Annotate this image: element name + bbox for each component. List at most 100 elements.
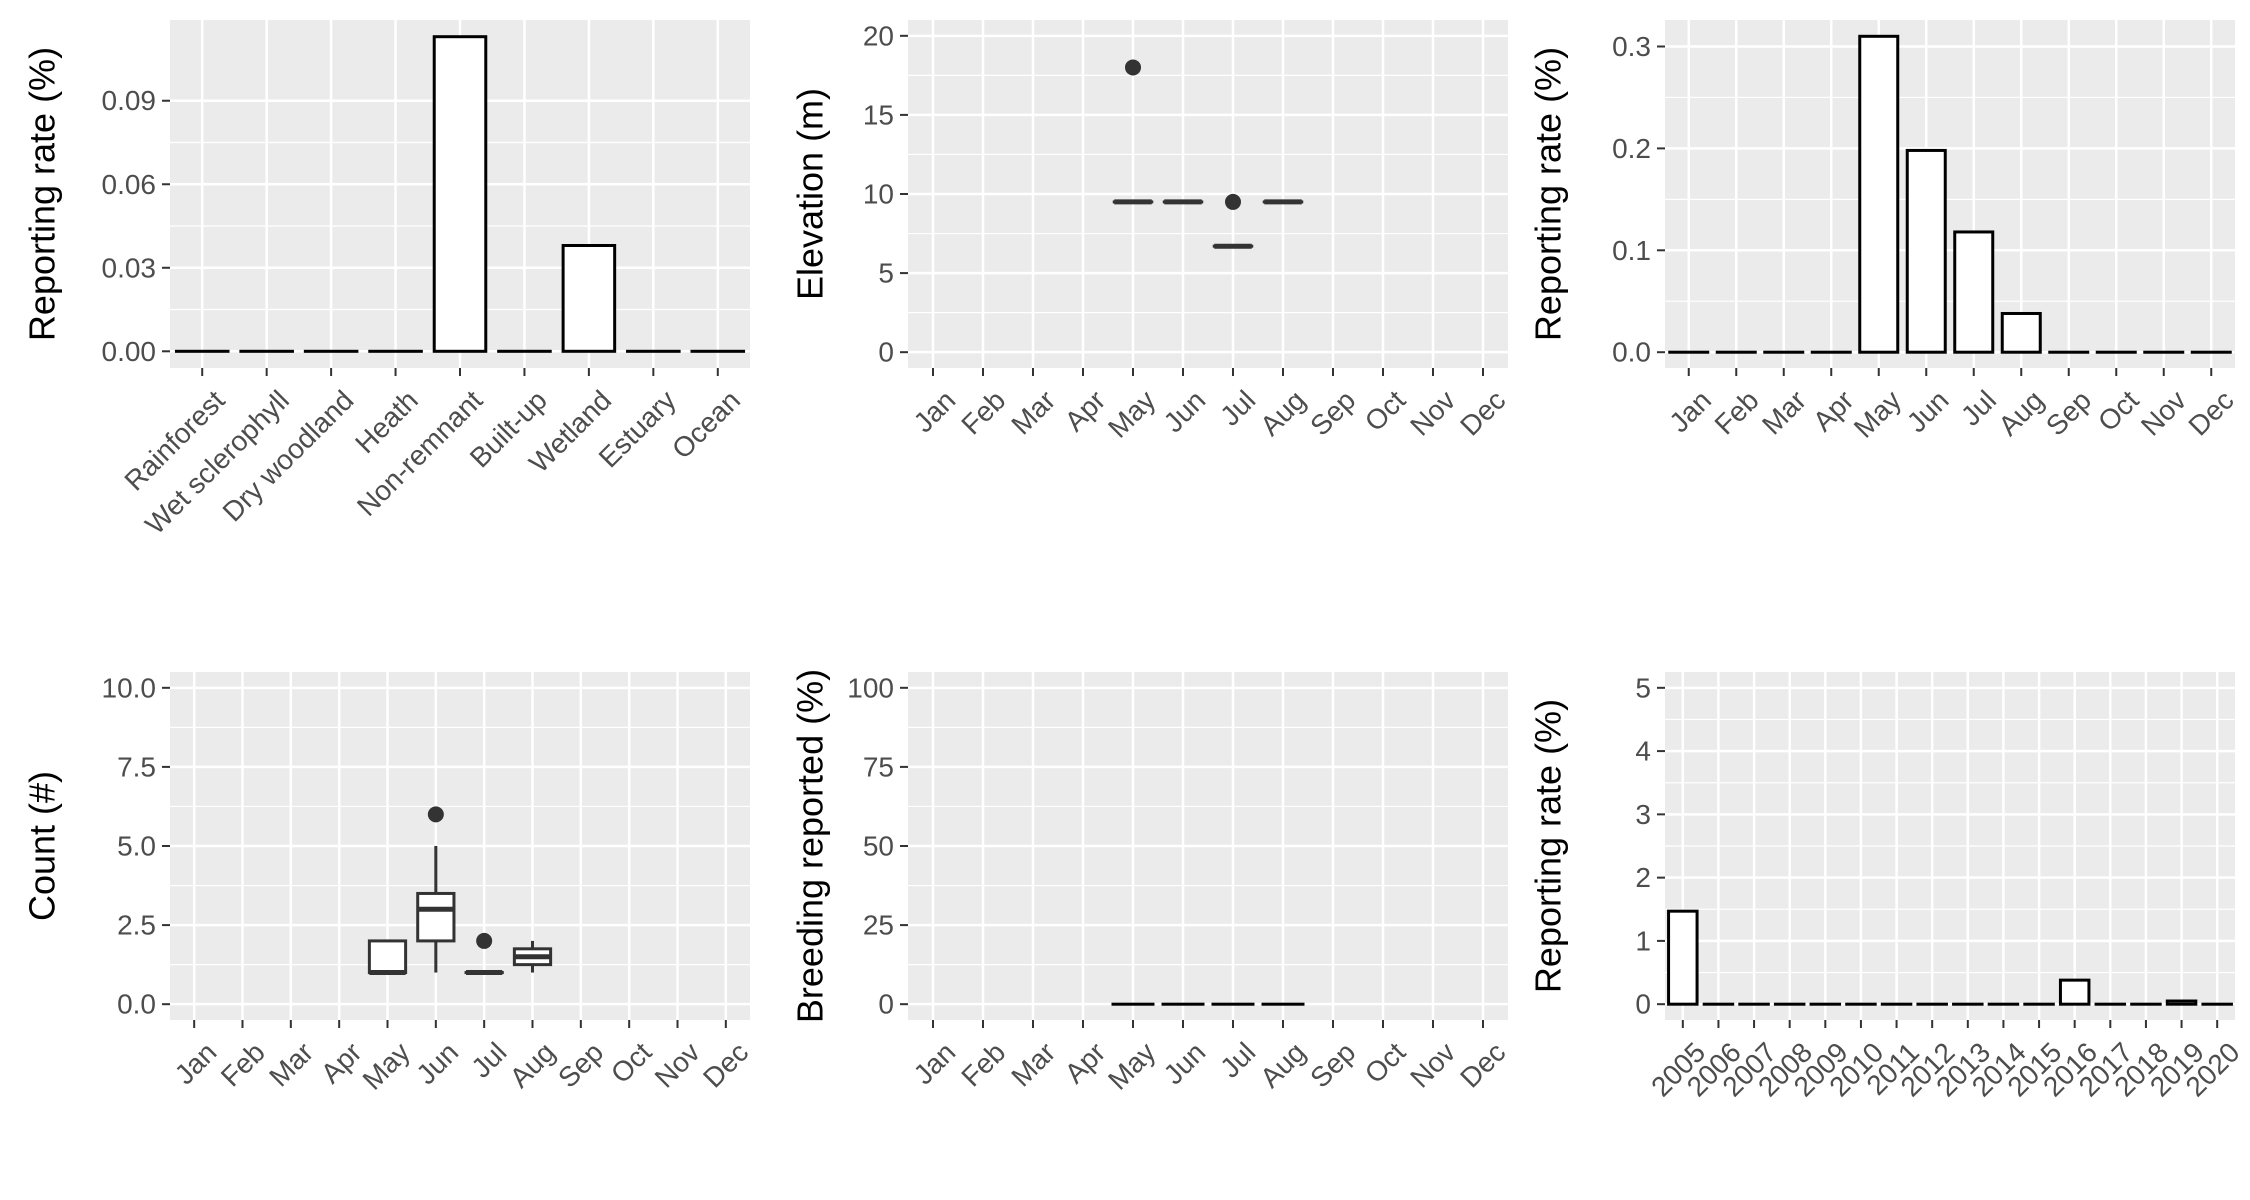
y-tick-label: 3 <box>1635 799 1651 830</box>
y-tick-label: 0.1 <box>1612 235 1651 266</box>
x-tick-label: Jul <box>1955 384 2002 431</box>
bar <box>2058 978 2091 1006</box>
y-tick-label: 7.5 <box>117 751 156 782</box>
x-tick-label: Nov <box>2135 384 2192 441</box>
x-tick-label: Jun <box>410 1036 464 1090</box>
x-tick-label: Feb <box>1709 384 1765 440</box>
x-tick-label: Feb <box>955 384 1011 440</box>
y-tick-label: 2.5 <box>117 910 156 941</box>
bar <box>432 35 488 353</box>
x-tick-label: Jun <box>1901 384 1955 438</box>
y-tick-label: 4 <box>1635 736 1651 767</box>
x-tick-label: Nov <box>1404 1036 1461 1093</box>
y-tick-label: 0.0 <box>117 989 156 1020</box>
x-tick-label: Aug <box>1254 1036 1311 1093</box>
x-tick-label: Aug <box>1992 384 2049 441</box>
x-tick-label: Oct <box>2092 384 2145 437</box>
y-tick-label: 0.2 <box>1612 133 1651 164</box>
y-tick-label: 25 <box>863 910 894 941</box>
y-tick-label: 0.06 <box>102 169 157 200</box>
y-axis-title: Reporting rate (%) <box>1528 47 1569 341</box>
box <box>416 891 456 943</box>
x-tick-label: Sep <box>1304 384 1361 441</box>
x-tick-label: Jul <box>1214 384 1261 431</box>
x-tick-label: Oct <box>605 1036 658 1089</box>
y-tick-label: 0.00 <box>102 336 157 367</box>
x-tick-label: Aug <box>1254 384 1311 441</box>
x-tick-label: Mar <box>1005 384 1061 440</box>
y-tick-label: 20 <box>863 20 894 51</box>
x-tick-label: Jul <box>1214 1036 1261 1083</box>
y-tick-label: 0.09 <box>102 85 157 116</box>
x-tick-label: Apr <box>1059 384 1112 437</box>
x-tick-label: May <box>1102 384 1161 443</box>
bar <box>2000 311 2042 354</box>
bar <box>1667 909 1699 1006</box>
y-tick-label: 10 <box>863 179 894 210</box>
y-axis-title: Count (#) <box>22 771 63 921</box>
outlier-point <box>427 806 444 823</box>
y-tick-label: 0 <box>1635 989 1651 1020</box>
x-tick-label: Jan <box>908 384 962 438</box>
y-tick-label: 0.3 <box>1612 31 1651 62</box>
x-tick-label: Feb <box>215 1036 271 1092</box>
x-tick-label: Dec <box>1454 384 1511 441</box>
y-axis-title: Reporting rate (%) <box>1528 699 1569 993</box>
x-tick-label: Oct <box>1359 1036 1412 1089</box>
y-tick-label: 5 <box>878 258 894 289</box>
x-tick-label: Jan <box>1663 384 1717 438</box>
box <box>367 939 408 975</box>
x-tick-label: May <box>357 1036 416 1095</box>
x-tick-label: Nov <box>1404 384 1461 441</box>
x-tick-label: May <box>1102 1036 1161 1095</box>
x-tick-label: Apr <box>1059 1036 1112 1089</box>
x-tick-label: Jun <box>1158 384 1212 438</box>
y-tick-label: 5 <box>1635 672 1651 703</box>
x-tick-label: Dec <box>1454 1036 1511 1093</box>
y-tick-label: 0.03 <box>102 252 157 283</box>
x-tick-label: May <box>1848 384 1907 443</box>
x-tick-label: Sep <box>2040 384 2097 441</box>
bar <box>1858 34 1900 354</box>
x-tick-label: Aug <box>504 1036 561 1093</box>
outlier-point <box>476 932 493 949</box>
y-tick-label: 1 <box>1635 925 1651 956</box>
x-tick-label: Jun <box>1158 1036 1212 1090</box>
x-tick-label: Dec <box>697 1036 754 1093</box>
x-tick-label: Sep <box>1304 1036 1361 1093</box>
x-tick-label: Apr <box>315 1036 368 1089</box>
panel-reporting-rate-by-year: 0123452005200620072008200920102011201220… <box>1528 672 2246 1102</box>
x-tick-label: Oct <box>1359 384 1412 437</box>
y-tick-label: 0.0 <box>1612 337 1651 368</box>
plot-background <box>1665 20 2235 368</box>
x-tick-label: Mar <box>263 1036 319 1092</box>
x-tick-label: Jan <box>908 1036 962 1090</box>
y-axis-title: Reporting rate (%) <box>22 47 63 341</box>
outlier-point <box>1225 193 1241 210</box>
y-tick-label: 0 <box>878 989 894 1020</box>
bar <box>2165 999 2198 1006</box>
bar <box>561 244 617 353</box>
y-tick-label: 100 <box>847 672 894 703</box>
x-tick-label: Jul <box>465 1036 512 1083</box>
y-tick-label: 10.0 <box>102 672 157 703</box>
y-axis-title: Breeding reported (%) <box>790 669 831 1023</box>
y-tick-label: 0 <box>878 337 894 368</box>
x-tick-label: Dec <box>2183 384 2240 441</box>
y-axis-title: Elevation (m) <box>790 88 831 300</box>
x-tick-label: Mar <box>1005 1036 1061 1092</box>
x-tick-label: Feb <box>955 1036 1011 1092</box>
y-tick-label: 15 <box>863 99 894 130</box>
y-tick-label: 2 <box>1635 862 1651 893</box>
bar <box>1905 148 1947 354</box>
y-tick-label: 50 <box>863 831 894 862</box>
x-tick-label: Mar <box>1756 384 1812 440</box>
y-tick-label: 5.0 <box>117 831 156 862</box>
bar <box>1953 230 1995 354</box>
x-tick-label: Ocean <box>666 384 746 464</box>
